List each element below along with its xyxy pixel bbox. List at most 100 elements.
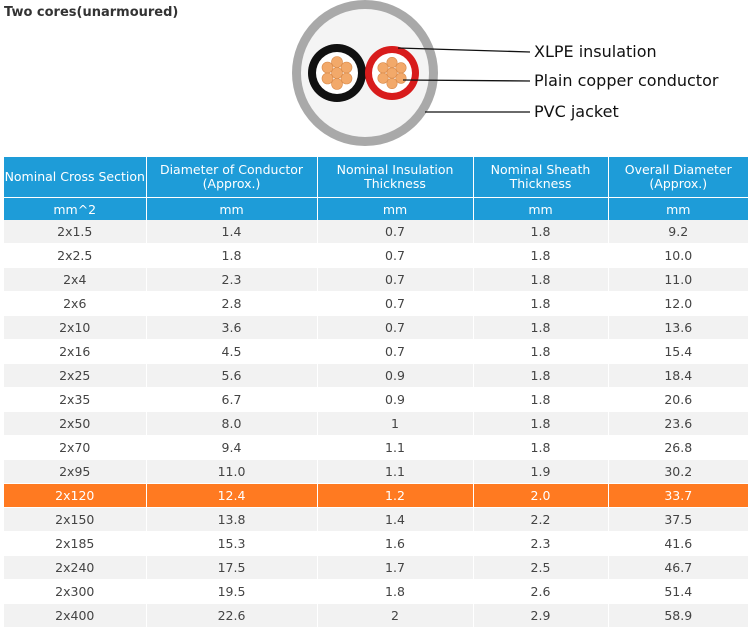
cell-overall-diameter: 37.5 — [608, 507, 748, 532]
cell-cross-section: 2x10 — [4, 315, 147, 340]
table-row: 2x95 11.0 1.1 1.9 30.2 — [4, 459, 748, 484]
cell-overall-diameter: 15.4 — [608, 339, 748, 364]
cell-cross-section: 2x95 — [4, 459, 147, 484]
cell-cross-section: 2x150 — [4, 507, 147, 532]
cell-cross-section: 2x1.5 — [4, 220, 147, 244]
label-plain-copper-conductor: Plain copper conductor — [534, 71, 719, 90]
page-title: Two cores(unarmoured) — [4, 5, 179, 20]
cell-overall-diameter: 9.2 — [608, 220, 748, 244]
header-overall-diameter: Overall Diameter (Approx.) — [608, 157, 748, 198]
table-row: 2x70 9.4 1.1 1.8 26.8 — [4, 435, 748, 460]
cell-conductor-diameter: 1.8 — [146, 243, 318, 268]
black-core-conductor — [321, 56, 353, 90]
cell-conductor-diameter: 11.0 — [146, 459, 318, 484]
cell-cross-section: 2x240 — [4, 555, 147, 580]
leader-lines — [397, 47, 531, 113]
leader-line-xlpe — [397, 47, 531, 53]
header-row: Nominal Cross Section Diameter of Conduc… — [4, 157, 748, 198]
label-pvc-jacket: PVC jacket — [534, 102, 619, 121]
cell-overall-diameter: 26.8 — [608, 435, 748, 460]
cell-conductor-diameter: 2.8 — [146, 291, 318, 316]
table-row: 2x10 3.6 0.7 1.8 13.6 — [4, 315, 748, 340]
table-row: 2x2.5 1.8 0.7 1.8 10.0 — [4, 243, 748, 268]
leader-line-conductor — [402, 79, 531, 82]
cell-conductor-diameter: 4.5 — [146, 339, 318, 364]
table-row: 2x300 19.5 1.8 2.6 51.4 — [4, 579, 748, 604]
cell-insulation-thickness: 1.2 — [317, 483, 474, 508]
cell-conductor-diameter: 9.4 — [146, 435, 318, 460]
table-row: 2x240 17.5 1.7 2.5 46.7 — [4, 555, 748, 580]
unit-cross-section: mm^2 — [4, 197, 147, 220]
cell-conductor-diameter: 2.3 — [146, 267, 318, 292]
table-row: 2x150 13.8 1.4 2.2 37.5 — [4, 507, 748, 532]
cell-conductor-diameter: 1.4 — [146, 220, 318, 244]
table-body: 2x1.5 1.4 0.7 1.8 9.2 2x2.5 1.8 0.7 1.8 10.0 2x4 2.… — [4, 220, 748, 628]
cell-sheath-thickness: 1.8 — [473, 339, 609, 364]
cell-cross-section: 2x185 — [4, 531, 147, 556]
cable-diagram-svg — [292, 0, 531, 146]
cell-cross-section: 2x2.5 — [4, 243, 147, 268]
cell-cross-section: 2x4 — [4, 267, 147, 292]
cell-sheath-thickness: 2.9 — [473, 603, 609, 628]
unit-overall-diameter: mm — [608, 197, 748, 220]
cell-conductor-diameter: 13.8 — [146, 507, 318, 532]
specification-table: Nominal Cross Section Diameter of Conduc… — [4, 157, 748, 628]
cell-conductor-diameter: 12.4 — [146, 483, 318, 508]
cell-sheath-thickness: 1.8 — [473, 291, 609, 316]
cell-cross-section: 2x50 — [4, 411, 147, 436]
cell-conductor-diameter: 22.6 — [146, 603, 318, 628]
unit-conductor-diameter: mm — [146, 197, 318, 220]
cell-insulation-thickness: 0.7 — [317, 243, 474, 268]
table-row: 2x4 2.3 0.7 1.8 11.0 — [4, 267, 748, 292]
table-row: 2x50 8.0 1 1.8 23.6 — [4, 411, 748, 436]
cell-sheath-thickness: 2.3 — [473, 531, 609, 556]
table-row: 2x25 5.6 0.9 1.8 18.4 — [4, 363, 748, 388]
cell-sheath-thickness: 1.8 — [473, 315, 609, 340]
table-row: 2x1.5 1.4 0.7 1.8 9.2 — [4, 220, 748, 244]
cell-conductor-diameter: 8.0 — [146, 411, 318, 436]
cell-insulation-thickness: 2 — [317, 603, 474, 628]
cell-cross-section: 2x35 — [4, 387, 147, 412]
cable-cross-section-diagram: XLPE insulation Plain copper conductor P… — [0, 0, 752, 155]
cell-overall-diameter: 11.0 — [608, 267, 748, 292]
cell-conductor-diameter: 15.3 — [146, 531, 318, 556]
table-row: 2x16 4.5 0.7 1.8 15.4 — [4, 339, 748, 364]
cell-insulation-thickness: 1.6 — [317, 531, 474, 556]
table-row: 2x120 12.4 1.2 2.0 33.7 — [4, 483, 748, 508]
table-row: 2x185 15.3 1.6 2.3 41.6 — [4, 531, 748, 556]
cell-conductor-diameter: 3.6 — [146, 315, 318, 340]
cell-cross-section: 2x70 — [4, 435, 147, 460]
cell-cross-section: 2x6 — [4, 291, 147, 316]
cell-sheath-thickness: 1.8 — [473, 411, 609, 436]
cell-sheath-thickness: 2.2 — [473, 507, 609, 532]
cell-cross-section: 2x25 — [4, 363, 147, 388]
cell-sheath-thickness: 1.8 — [473, 220, 609, 244]
cell-conductor-diameter: 5.6 — [146, 363, 318, 388]
cell-overall-diameter: 10.0 — [608, 243, 748, 268]
cell-overall-diameter: 41.6 — [608, 531, 748, 556]
cell-conductor-diameter: 17.5 — [146, 555, 318, 580]
table-row: 2x400 22.6 2 2.9 58.9 — [4, 603, 748, 628]
cell-insulation-thickness: 0.7 — [317, 220, 474, 244]
header-insulation-thickness: Nominal Insulation Thickness — [317, 157, 474, 198]
cell-overall-diameter: 30.2 — [608, 459, 748, 484]
cell-overall-diameter: 33.7 — [608, 483, 748, 508]
cell-sheath-thickness: 1.8 — [473, 267, 609, 292]
cell-overall-diameter: 20.6 — [608, 387, 748, 412]
cell-cross-section: 2x400 — [4, 603, 147, 628]
cell-insulation-thickness: 0.7 — [317, 315, 474, 340]
cell-insulation-thickness: 1.1 — [317, 459, 474, 484]
cell-cross-section: 2x300 — [4, 579, 147, 604]
cell-conductor-diameter: 6.7 — [146, 387, 318, 412]
cell-insulation-thickness: 1.7 — [317, 555, 474, 580]
header-sheath-thickness: Nominal Sheath Thickness — [473, 157, 609, 198]
cell-insulation-thickness: 0.9 — [317, 363, 474, 388]
cell-insulation-thickness: 1.4 — [317, 507, 474, 532]
cell-overall-diameter: 51.4 — [608, 579, 748, 604]
cell-sheath-thickness: 1.9 — [473, 459, 609, 484]
cell-overall-diameter: 23.6 — [608, 411, 748, 436]
cell-sheath-thickness: 1.8 — [473, 435, 609, 460]
cell-insulation-thickness: 0.7 — [317, 339, 474, 364]
red-core-conductor — [377, 56, 407, 90]
cell-insulation-thickness: 0.9 — [317, 387, 474, 412]
